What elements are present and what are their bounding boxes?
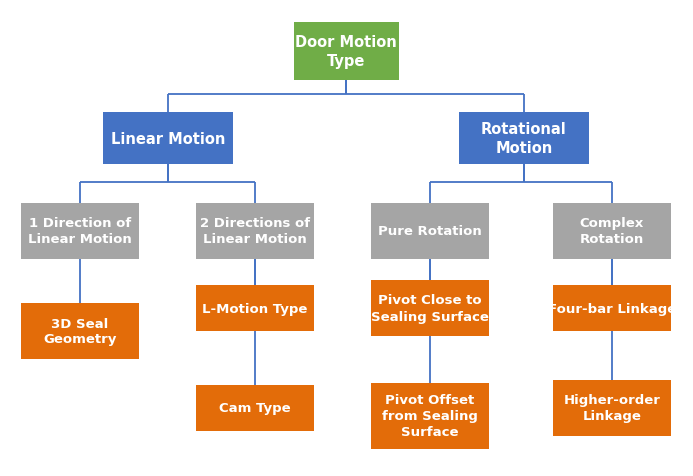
Text: Higher-order
Linkage: Higher-order Linkage [563, 394, 660, 423]
Text: Door Motion
Type: Door Motion Type [295, 35, 397, 69]
FancyBboxPatch shape [21, 303, 139, 359]
Text: 1 Direction of
Linear Motion: 1 Direction of Linear Motion [28, 217, 132, 246]
FancyBboxPatch shape [371, 383, 489, 449]
Text: 3D Seal
Geometry: 3D Seal Geometry [43, 317, 116, 346]
FancyBboxPatch shape [103, 113, 233, 165]
Text: Cam Type: Cam Type [219, 402, 291, 415]
FancyBboxPatch shape [294, 23, 398, 81]
FancyBboxPatch shape [196, 204, 314, 259]
FancyBboxPatch shape [553, 204, 671, 259]
FancyBboxPatch shape [196, 385, 314, 431]
FancyBboxPatch shape [459, 113, 589, 165]
Text: Linear Motion: Linear Motion [111, 131, 225, 146]
FancyBboxPatch shape [196, 286, 314, 331]
Text: Pivot Offset
from Sealing
Surface: Pivot Offset from Sealing Surface [382, 394, 478, 438]
Text: Four-bar Linkage: Four-bar Linkage [548, 302, 676, 315]
Text: Pivot Close to
Sealing Surface: Pivot Close to Sealing Surface [371, 294, 489, 323]
Text: Rotational
Motion: Rotational Motion [481, 122, 567, 156]
FancyBboxPatch shape [371, 280, 489, 336]
FancyBboxPatch shape [21, 204, 139, 259]
FancyBboxPatch shape [553, 286, 671, 331]
Text: L-Motion Type: L-Motion Type [202, 302, 308, 315]
Text: Complex
Rotation: Complex Rotation [580, 217, 644, 246]
Text: 2 Directions of
Linear Motion: 2 Directions of Linear Motion [200, 217, 310, 246]
FancyBboxPatch shape [371, 204, 489, 259]
Text: Pure Rotation: Pure Rotation [378, 225, 482, 238]
FancyBboxPatch shape [553, 380, 671, 436]
